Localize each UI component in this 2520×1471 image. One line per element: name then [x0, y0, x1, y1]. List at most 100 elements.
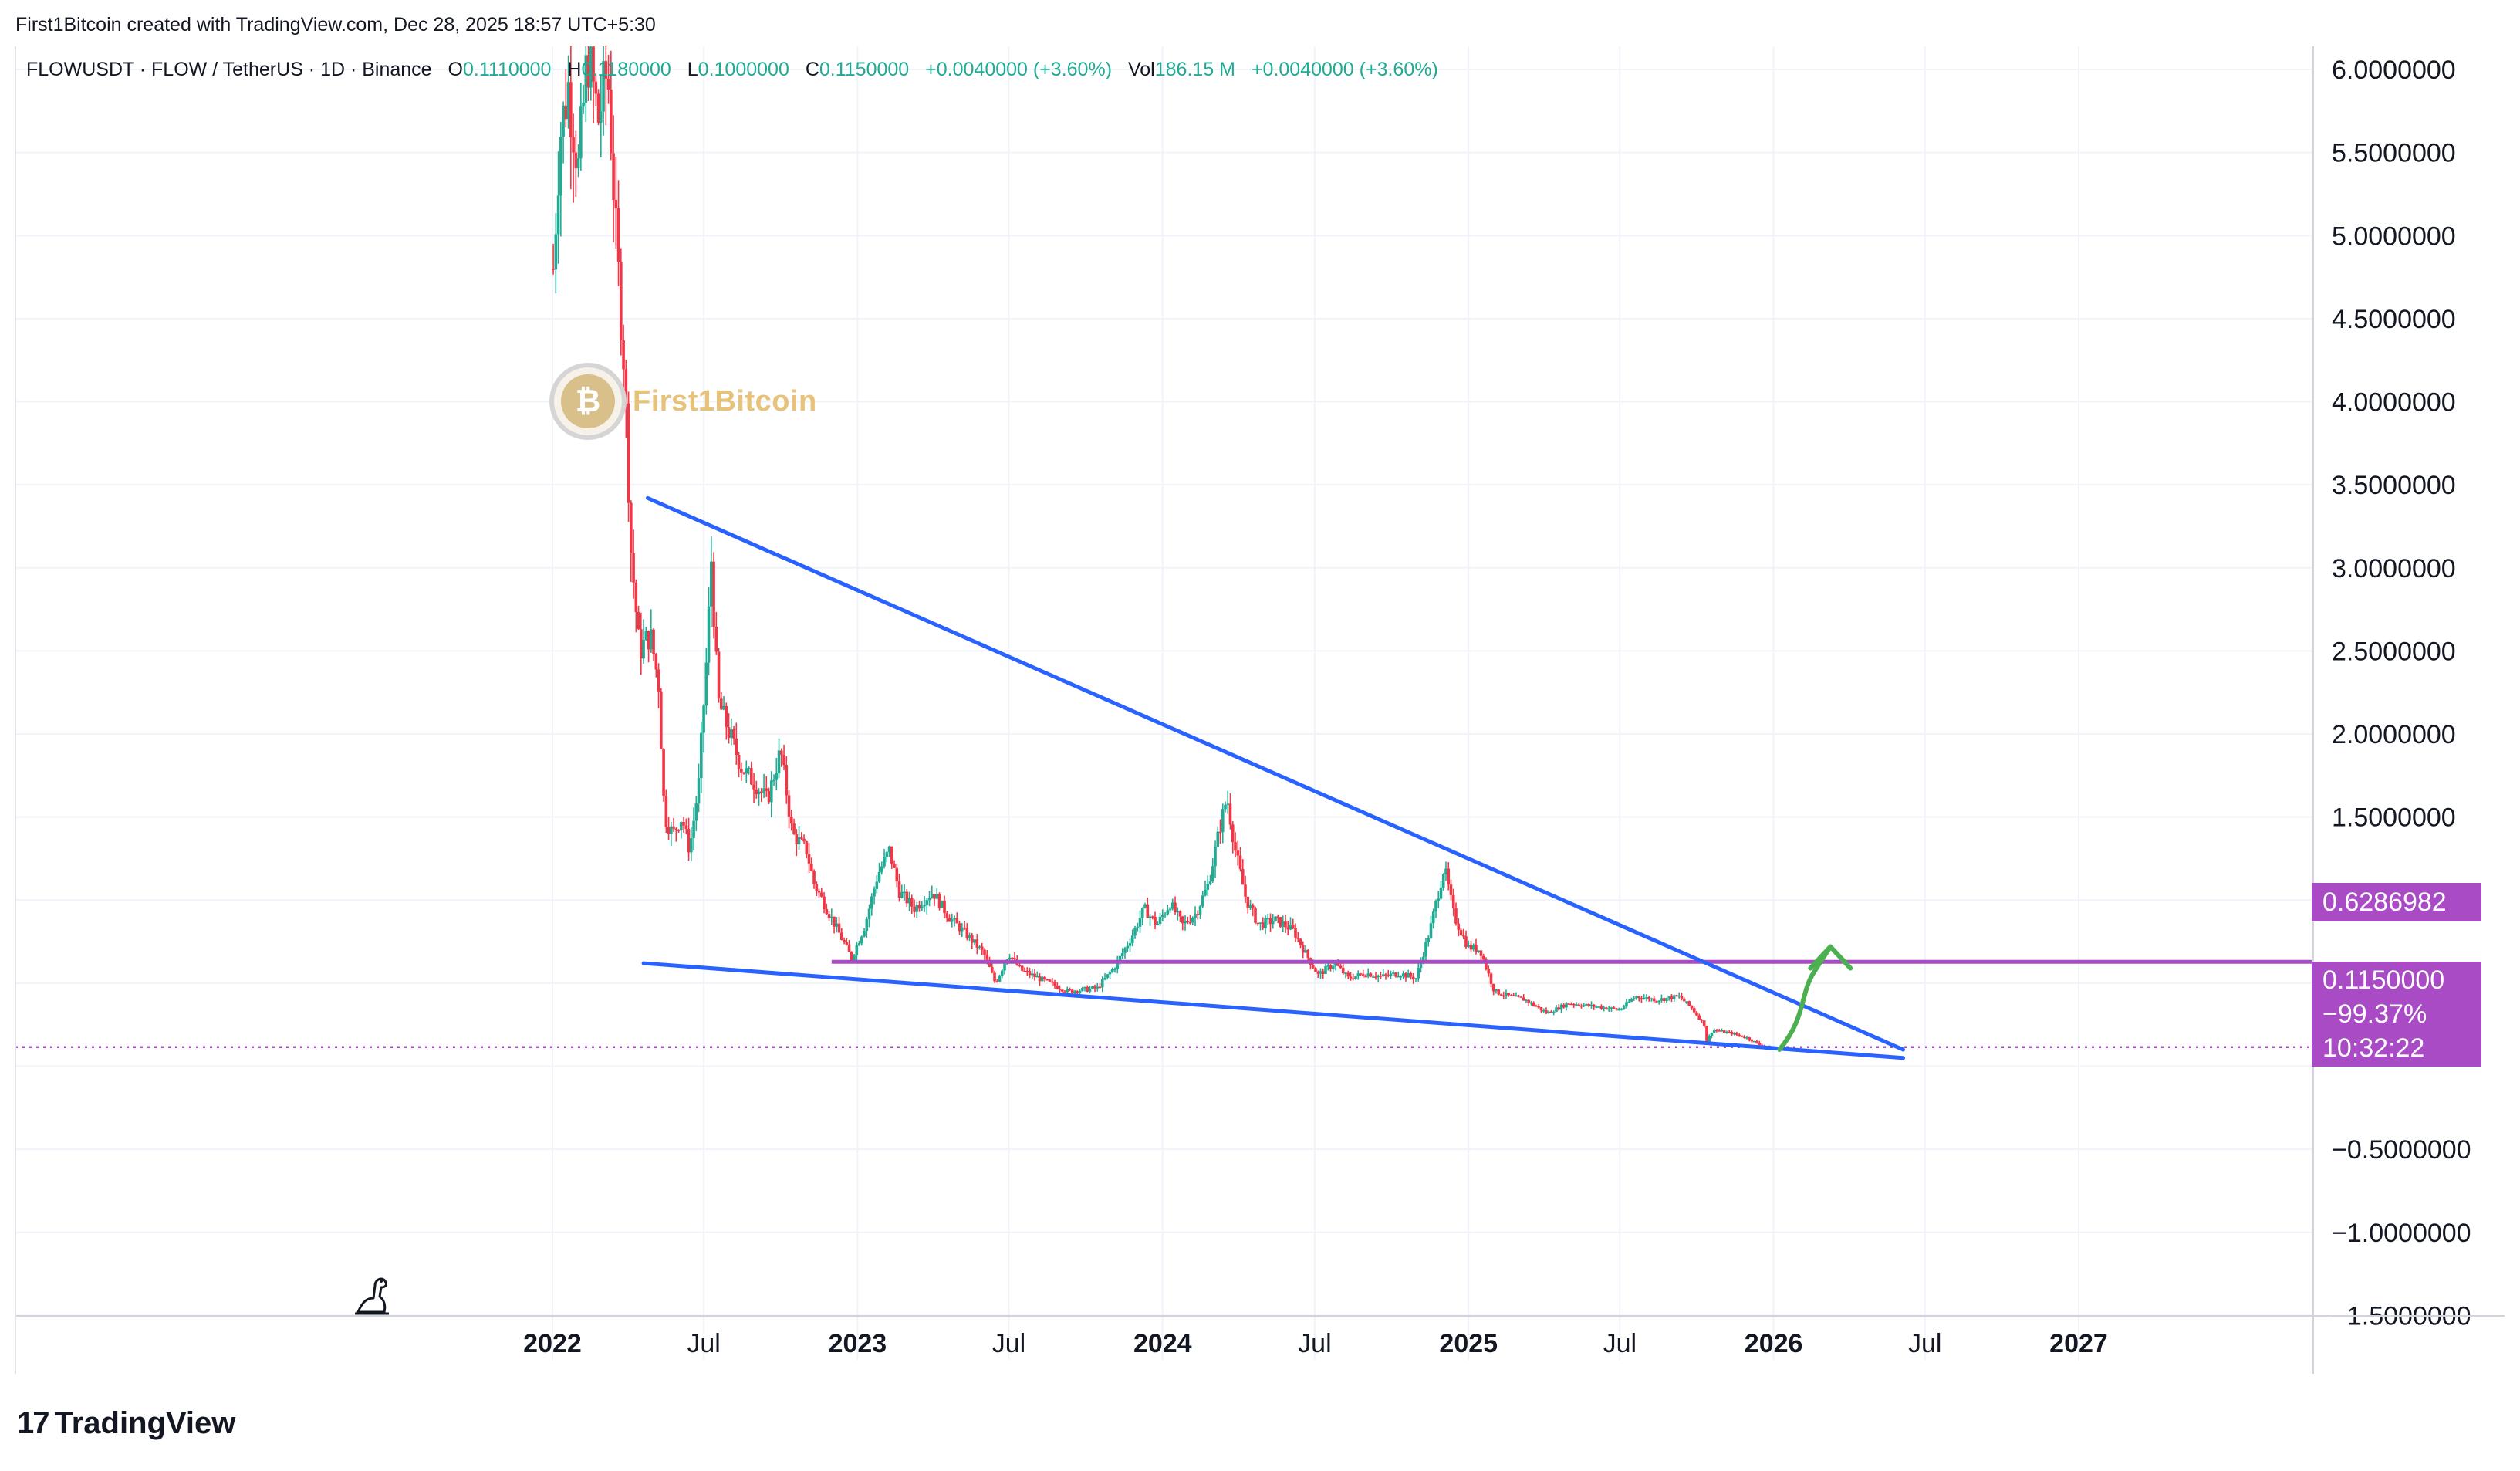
candle-body [1148, 916, 1152, 918]
y-tick-label: 3.0000000 [2332, 554, 2456, 583]
candle-body [1722, 1030, 1726, 1033]
candle-body [677, 830, 681, 831]
candle-body [1324, 966, 1327, 975]
candle-body [1356, 973, 1360, 976]
candle-body [1431, 911, 1435, 924]
symbol-title[interactable]: FLOWUSDT · FLOW / TetherUS · 1D · Binanc… [26, 59, 432, 80]
volume-label: Vol [1127, 59, 1155, 80]
candle-body [1201, 895, 1204, 907]
candle-body [815, 884, 819, 891]
candle-body [1043, 976, 1046, 979]
candle-body [579, 106, 583, 159]
candle-body [1434, 901, 1437, 912]
candle-body [1597, 1006, 1601, 1008]
price-chart[interactable]: 6.0000000 5.5000000 5.0000000 4.5000000 4.00… [15, 46, 2505, 1374]
candle-body [610, 89, 613, 154]
x-tick-label: 2024 [1133, 1329, 1192, 1358]
x-tick-label: Jul [1908, 1329, 1941, 1358]
candle-body [1178, 911, 1182, 917]
candle-body [1196, 914, 1200, 915]
candle-body [1517, 995, 1521, 997]
candle-body [1752, 1040, 1756, 1043]
candle-body [1100, 979, 1104, 988]
candle-body [1354, 976, 1357, 979]
grid-lines [15, 46, 2312, 1360]
candle-body [1399, 976, 1403, 978]
candle-body [1467, 944, 1471, 948]
candle-body [640, 629, 643, 659]
candle-body [1645, 997, 1648, 999]
candle-body [1519, 996, 1523, 998]
candle-body [1008, 957, 1012, 960]
candle-body [787, 795, 791, 817]
volume-value: 186.15 M [1154, 59, 1235, 80]
candle-body [1585, 1003, 1588, 1006]
candle-body [1234, 842, 1237, 851]
candle-body [917, 905, 921, 909]
candle-body [1582, 1005, 1586, 1006]
candle-body [1364, 976, 1367, 978]
open-value: 0.1110000 [463, 59, 552, 80]
candle-body [875, 881, 879, 889]
symbol-legend[interactable]: FLOWUSDT · FLOW / TetherUS · 1D · Binanc… [26, 59, 1438, 81]
candle-body [684, 825, 688, 830]
candle-body [792, 823, 796, 834]
candle-body [1525, 999, 1528, 1002]
candle-body [1567, 1003, 1571, 1005]
candle-body [1672, 995, 1676, 999]
candle-body [1306, 949, 1310, 959]
candle-body [1056, 986, 1059, 989]
candle-body [837, 923, 841, 933]
candle-body [710, 561, 713, 607]
candle-body [1449, 884, 1453, 895]
resistance-price-tag[interactable]: 0.6286982 [2312, 883, 2481, 921]
candle-body [604, 61, 608, 79]
candle-body [850, 952, 853, 961]
projection-arrow-shaft[interactable] [1777, 944, 1833, 1052]
candle-body [1168, 908, 1172, 911]
candle-body [569, 82, 573, 137]
candle-body [1319, 971, 1322, 974]
candle-body [1427, 938, 1431, 942]
y-tick-label: 6.0000000 [2332, 56, 2456, 85]
candle-body [1650, 998, 1654, 1000]
candle-body [1758, 1042, 1762, 1045]
candle-body [1208, 881, 1212, 884]
current-price-tag[interactable]: 0.1150000 −99.37% 10:32:22 [2312, 962, 2481, 1067]
candle-body [755, 789, 758, 795]
lower-trendline[interactable] [641, 961, 1906, 1060]
candle-body [1304, 949, 1307, 953]
candle-body [714, 627, 718, 652]
candle-body [1461, 935, 1465, 937]
candle-body [662, 749, 665, 796]
chart-area[interactable]: 6.0000000 5.5000000 5.0000000 4.5000000 4.00… [15, 46, 2505, 1374]
candle-body [1013, 958, 1016, 959]
candle-body [1349, 976, 1353, 979]
candle-body [1198, 906, 1202, 915]
candle-body [1627, 1001, 1631, 1003]
candle-body [652, 629, 655, 654]
dino-icon[interactable] [352, 1270, 395, 1315]
trend-drawings[interactable] [15, 495, 2312, 1060]
candle-body [602, 61, 605, 112]
candle-body [620, 262, 623, 341]
candle-body [1128, 943, 1132, 946]
candle-body [732, 729, 735, 739]
candle-body [1507, 993, 1511, 996]
candle-body [1685, 1001, 1688, 1003]
tradingview-brand[interactable]: 17 TradingView [17, 1406, 235, 1441]
candle-body [970, 935, 974, 943]
candle-body [807, 854, 811, 864]
candle-body [1577, 1004, 1581, 1006]
projection-arrow-head[interactable] [1808, 944, 1853, 971]
candle-body [1599, 1006, 1603, 1009]
candle-body [622, 340, 625, 370]
candle-body [795, 834, 799, 844]
upper-trendline[interactable] [645, 495, 1906, 1052]
candle-body [667, 827, 671, 834]
candle-body [1421, 956, 1425, 962]
candle-body [1559, 1004, 1563, 1010]
candle-body [767, 790, 771, 803]
candle-body [1537, 1006, 1541, 1008]
candle-body [1414, 978, 1417, 980]
